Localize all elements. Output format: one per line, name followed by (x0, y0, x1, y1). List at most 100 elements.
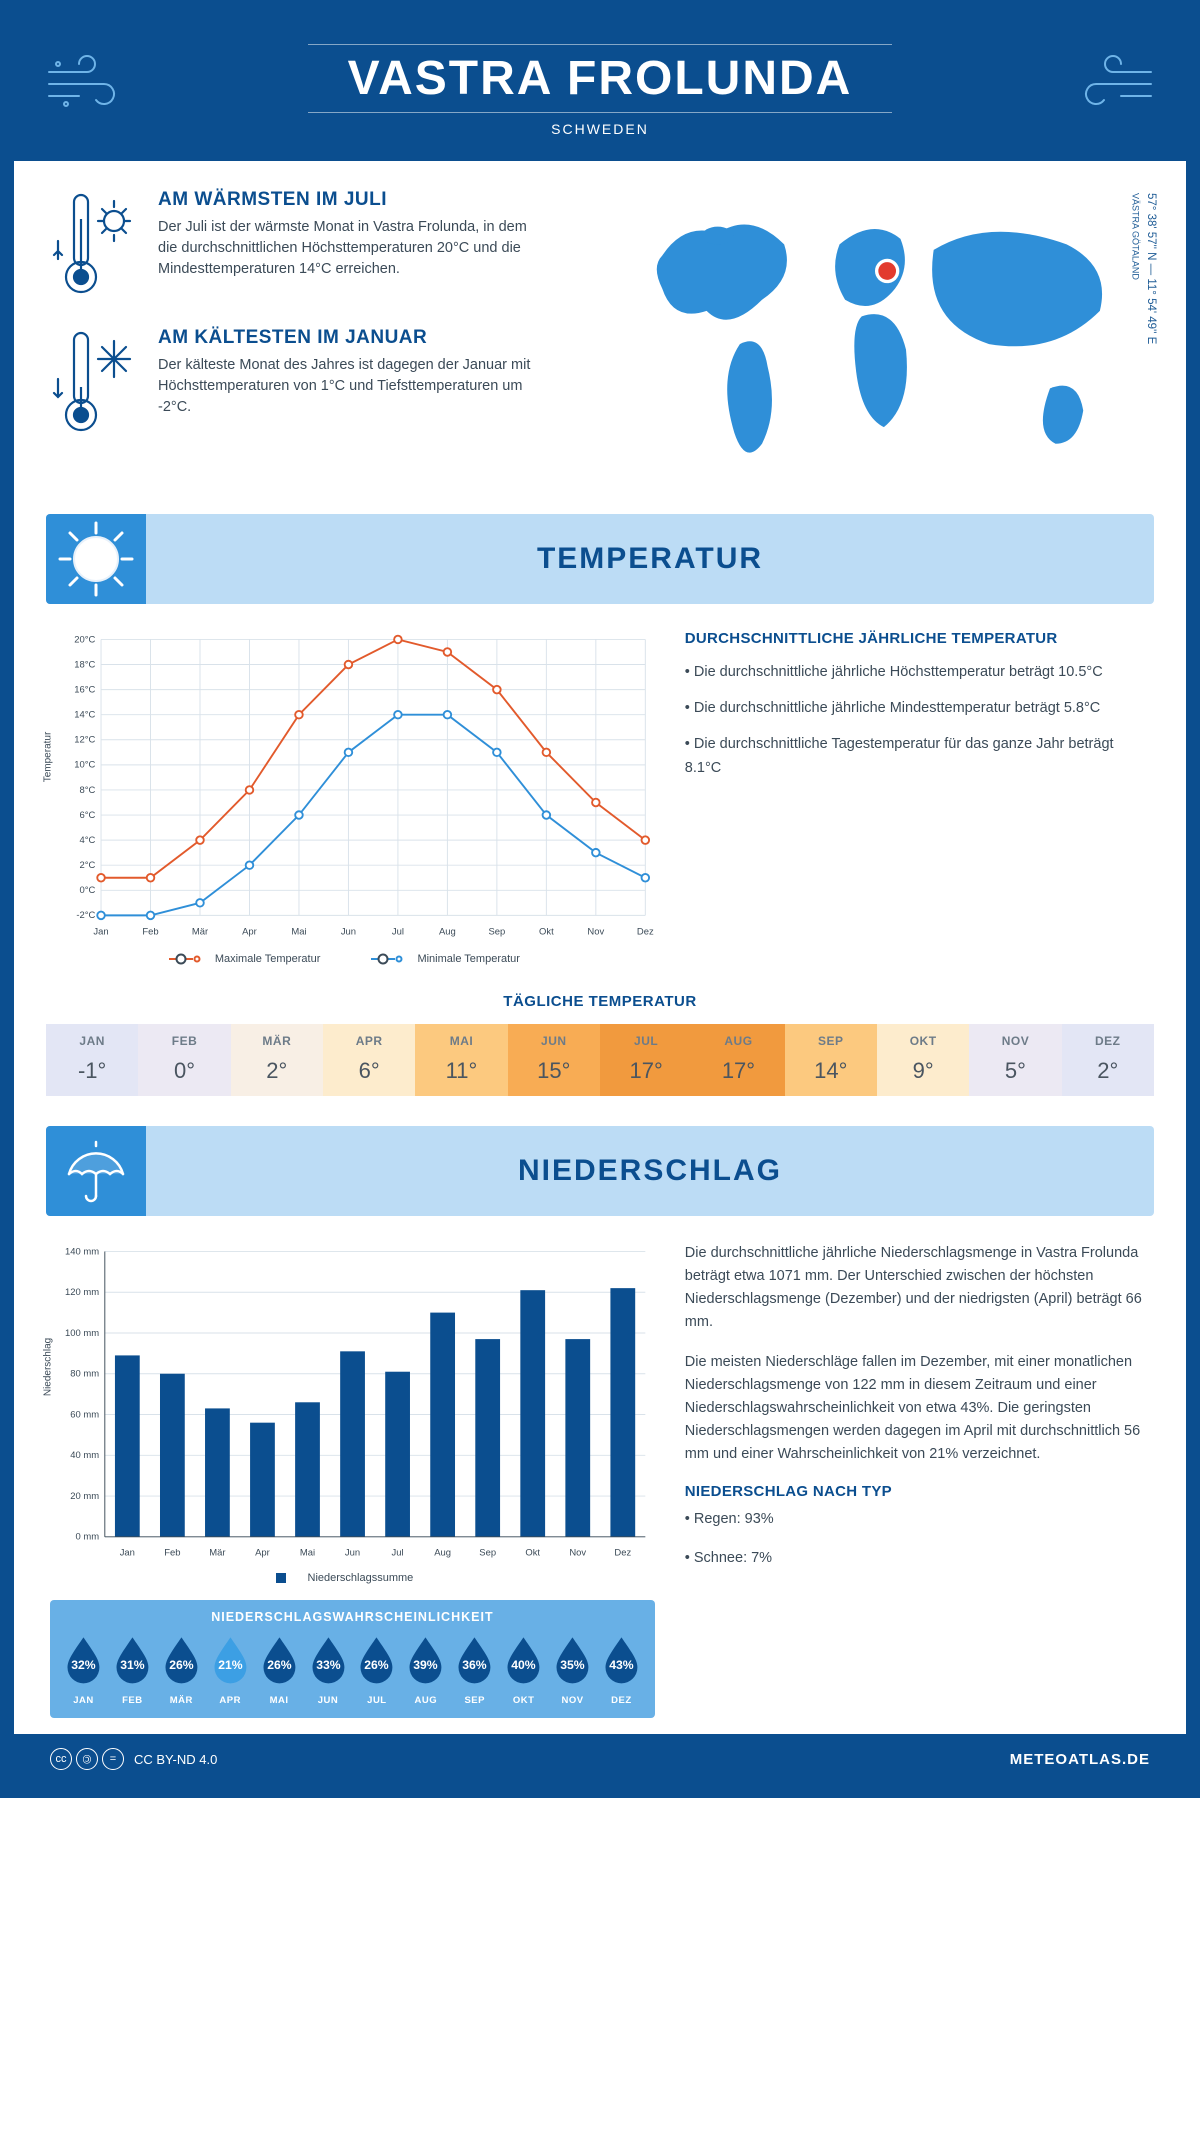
svg-text:40 mm: 40 mm (70, 1450, 99, 1461)
header: VASTRA FROLUNDA SCHWEDEN (14, 14, 1186, 161)
precip-prob-drop: 21% APR (207, 1632, 254, 1706)
svg-text:Jul: Jul (392, 926, 404, 937)
summary-row: AM WÄRMSTEN IM JULI Der Juli ist der wär… (14, 161, 1186, 506)
temp-legend: Maximale Temperatur Minimale Temperatur (50, 951, 655, 965)
thermometer-cold-icon (50, 327, 140, 437)
precip-prob-drop: 26% MÄR (158, 1632, 205, 1706)
svg-text:Okt: Okt (525, 1548, 540, 1559)
precip-legend: Niederschlagssumme (50, 1572, 655, 1586)
temperature-banner: TEMPERATUR (46, 514, 1154, 604)
precip-prob-drop: 35% NOV (549, 1632, 596, 1706)
svg-text:Sep: Sep (488, 926, 505, 937)
daily-temp-cell: JUL17° (600, 1024, 692, 1096)
location-country: SCHWEDEN (34, 121, 1166, 137)
svg-text:4°C: 4°C (80, 835, 96, 846)
cc-icon: cc🄯= (50, 1748, 124, 1770)
svg-text:Mär: Mär (209, 1548, 225, 1559)
precip-summary: Die durchschnittliche jährliche Niedersc… (685, 1242, 1150, 1718)
precip-banner: NIEDERSCHLAG (46, 1126, 1154, 1216)
svg-text:-2°C: -2°C (76, 910, 95, 921)
precip-prob-drop: 40% OKT (500, 1632, 547, 1706)
svg-text:12°C: 12°C (74, 735, 95, 746)
svg-text:20°C: 20°C (74, 634, 95, 645)
svg-text:Feb: Feb (164, 1548, 180, 1559)
svg-text:Okt: Okt (539, 926, 554, 937)
daily-temp-cell: DEZ2° (1062, 1024, 1154, 1096)
svg-text:20 mm: 20 mm (70, 1491, 99, 1502)
daily-temp-cell: FEB0° (138, 1024, 230, 1096)
svg-text:Sep: Sep (479, 1548, 496, 1559)
warmest-title: AM WÄRMSTEN IM JULI (158, 189, 538, 211)
svg-text:31%: 31% (120, 1658, 145, 1672)
wind-icon (1066, 52, 1156, 117)
daily-temp-cell: AUG17° (692, 1024, 784, 1096)
svg-text:26%: 26% (365, 1658, 390, 1672)
daily-temp-cell: JAN-1° (46, 1024, 138, 1096)
svg-text:Jun: Jun (341, 926, 356, 937)
svg-text:14°C: 14°C (74, 710, 95, 721)
svg-text:33%: 33% (316, 1658, 341, 1672)
svg-text:21%: 21% (218, 1658, 243, 1672)
svg-text:Jan: Jan (93, 926, 108, 937)
svg-text:Jul: Jul (392, 1548, 404, 1559)
umbrella-icon (59, 1134, 133, 1208)
precip-prob-drop: 26% MAI (256, 1632, 303, 1706)
svg-text:Jun: Jun (345, 1548, 360, 1559)
svg-text:40%: 40% (511, 1658, 536, 1672)
daily-temp-title: TÄGLICHE TEMPERATUR (14, 993, 1186, 1010)
svg-text:2°C: 2°C (80, 860, 96, 871)
svg-text:Dez: Dez (614, 1548, 631, 1559)
precip-bar-chart: Niederschlag 0 mm20 mm40 mm60 mm80 mm100… (50, 1242, 655, 1586)
svg-text:35%: 35% (560, 1658, 585, 1672)
svg-text:10°C: 10°C (74, 760, 95, 771)
site-name: METEOATLAS.DE (1010, 1751, 1150, 1768)
svg-text:Apr: Apr (255, 1548, 270, 1559)
sun-icon (56, 519, 136, 599)
svg-text:Mär: Mär (192, 926, 208, 937)
svg-text:140 mm: 140 mm (65, 1246, 99, 1257)
daily-temp-cell: NOV5° (969, 1024, 1061, 1096)
svg-text:60 mm: 60 mm (70, 1409, 99, 1420)
thermometer-hot-icon (50, 189, 140, 299)
svg-text:26%: 26% (169, 1658, 194, 1672)
svg-text:80 mm: 80 mm (70, 1368, 99, 1379)
svg-text:Aug: Aug (439, 926, 456, 937)
precip-prob-drop: 36% SEP (451, 1632, 498, 1706)
svg-text:8°C: 8°C (80, 785, 96, 796)
svg-text:6°C: 6°C (80, 810, 96, 821)
precip-probability-box: NIEDERSCHLAGSWAHRSCHEINLICHKEIT 32% JAN … (50, 1600, 655, 1718)
footer: cc🄯= CC BY-ND 4.0 METEOATLAS.DE (14, 1734, 1186, 1784)
svg-text:Dez: Dez (637, 926, 654, 937)
page-frame: VASTRA FROLUNDA SCHWEDEN AM WÄRMSTEN (0, 0, 1200, 1798)
svg-text:0°C: 0°C (80, 885, 96, 896)
coldest-block: AM KÄLTESTEN IM JANUAR Der kälteste Mona… (50, 327, 608, 437)
precip-prob-drop: 39% AUG (402, 1632, 449, 1706)
svg-text:16°C: 16°C (74, 685, 95, 696)
precip-prob-drop: 31% FEB (109, 1632, 156, 1706)
precip-prob-drop: 33% JUN (305, 1632, 352, 1706)
coldest-title: AM KÄLTESTEN IM JANUAR (158, 327, 538, 349)
precip-heading: NIEDERSCHLAG (146, 1154, 1154, 1188)
daily-temp-cell: APR6° (323, 1024, 415, 1096)
svg-text:Mai: Mai (300, 1548, 315, 1559)
temperature-heading: TEMPERATUR (146, 542, 1154, 576)
world-map-icon (618, 189, 1150, 488)
wind-icon (44, 52, 134, 117)
svg-text:32%: 32% (71, 1658, 96, 1672)
svg-text:Nov: Nov (587, 926, 604, 937)
precip-prob-drop: 26% JUL (353, 1632, 400, 1706)
location-title: VASTRA FROLUNDA (308, 44, 893, 113)
temperature-summary: DURCHSCHNITTLICHE JÄHRLICHE TEMPERATUR •… (685, 630, 1150, 965)
svg-text:26%: 26% (267, 1658, 292, 1672)
svg-text:Aug: Aug (434, 1548, 451, 1559)
svg-text:Nov: Nov (569, 1548, 586, 1559)
svg-text:0 mm: 0 mm (76, 1532, 100, 1543)
warmest-block: AM WÄRMSTEN IM JULI Der Juli ist der wär… (50, 189, 608, 299)
svg-text:Jan: Jan (120, 1548, 135, 1559)
svg-text:Feb: Feb (142, 926, 158, 937)
svg-text:18°C: 18°C (74, 659, 95, 670)
precip-prob-drop: 32% JAN (60, 1632, 107, 1706)
svg-text:39%: 39% (414, 1658, 439, 1672)
license-text: CC BY-ND 4.0 (134, 1752, 217, 1767)
svg-text:120 mm: 120 mm (65, 1287, 99, 1298)
